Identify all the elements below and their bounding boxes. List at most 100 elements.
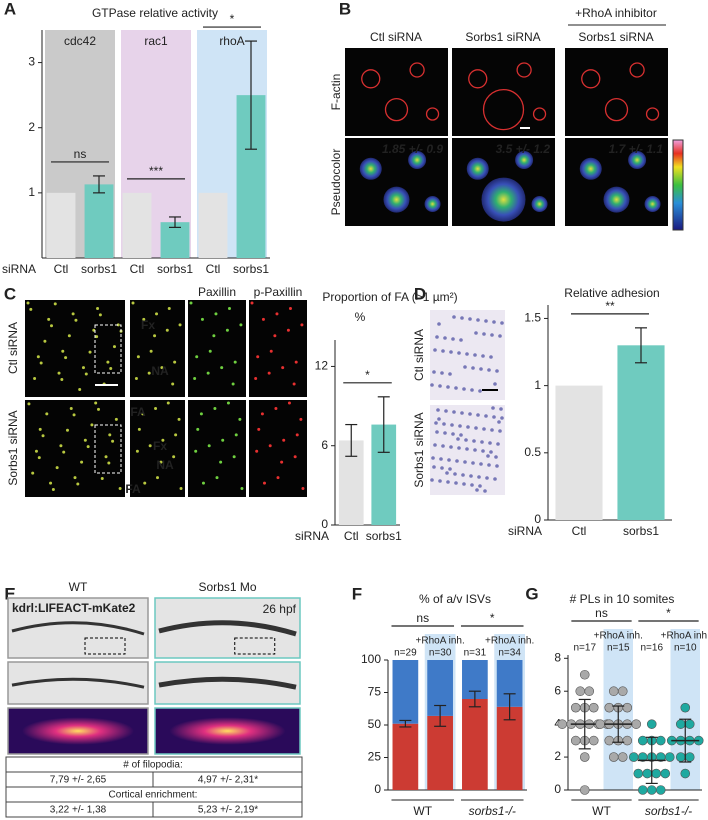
cell — [478, 389, 482, 393]
cell — [459, 338, 463, 342]
adhesion — [213, 406, 217, 410]
cell — [477, 475, 481, 479]
cell — [500, 416, 504, 420]
cell — [437, 417, 441, 421]
adhesion — [225, 328, 229, 332]
n-label: n=10 — [674, 643, 697, 654]
roi — [94, 324, 122, 374]
signal — [22, 717, 134, 745]
adhesion — [208, 349, 212, 353]
adhesion — [153, 334, 157, 338]
cell — [628, 151, 647, 169]
transgene: kdrl:LIFEACT-mKate2 — [12, 601, 136, 615]
cell — [453, 472, 457, 476]
cell — [475, 488, 479, 492]
cell — [436, 408, 440, 412]
n-label: n=30 — [429, 648, 452, 659]
cell — [479, 367, 483, 371]
y-tick-label: 6 — [321, 438, 328, 452]
adhesion — [53, 302, 57, 306]
adhesion — [155, 312, 159, 316]
cell — [478, 484, 482, 488]
group-label: WT — [592, 804, 611, 818]
cell — [495, 464, 499, 468]
cell — [464, 438, 468, 442]
data-point — [684, 719, 695, 729]
annotation: Fx — [141, 318, 155, 332]
vessel — [158, 620, 297, 637]
cell — [432, 465, 436, 469]
vessel — [158, 676, 297, 690]
x-tick-label: Ctl — [206, 262, 221, 276]
n-label: n=15 — [607, 643, 630, 654]
adhesion — [215, 476, 219, 480]
n-label: n=16 — [640, 643, 663, 654]
adhesion — [276, 476, 280, 480]
adhesion — [36, 355, 40, 359]
bar — [198, 192, 228, 258]
x-axis-label: siRNA — [508, 524, 542, 538]
data-point — [617, 752, 628, 762]
y-tick-label: 8 — [554, 650, 561, 664]
adhesion — [267, 371, 271, 375]
data-point — [628, 752, 639, 762]
adhesion — [43, 339, 47, 343]
adhesion — [76, 482, 80, 486]
cell — [452, 410, 456, 414]
micrograph — [130, 300, 185, 397]
data-point — [675, 752, 686, 762]
adhesion — [221, 438, 225, 442]
cell — [463, 365, 467, 369]
panel-letter: A — [4, 0, 16, 18]
cell — [462, 387, 466, 391]
adhesion — [167, 306, 171, 310]
significance: * — [365, 368, 370, 382]
adhesion — [74, 318, 78, 322]
bar — [617, 345, 665, 520]
adhesion — [41, 434, 45, 438]
cell — [492, 415, 496, 419]
adhesion — [214, 312, 218, 316]
cell — [462, 482, 466, 486]
vessel — [11, 621, 145, 636]
adhesion — [31, 471, 35, 475]
cell — [645, 107, 660, 121]
data-point — [631, 719, 642, 729]
adhesion — [83, 438, 87, 442]
adhesion — [238, 417, 242, 421]
cell — [457, 351, 461, 355]
adhesion — [90, 423, 94, 427]
adhesion — [111, 439, 115, 443]
cell — [433, 348, 437, 352]
significance: ** — [605, 299, 615, 313]
adhesion — [227, 306, 231, 310]
adhesion — [220, 366, 224, 370]
bar-segment — [427, 715, 453, 790]
n-label: n=34 — [498, 648, 521, 659]
x-tick-label: sorbs1 — [157, 262, 193, 276]
adhesion — [268, 444, 272, 448]
cell — [579, 157, 602, 180]
adhesion — [207, 444, 211, 448]
adhesion — [64, 356, 68, 360]
y-tick-label: 3 — [28, 55, 35, 69]
cell — [468, 412, 472, 416]
data-point — [595, 719, 606, 729]
adhesion — [282, 438, 286, 442]
cell — [482, 332, 486, 336]
adhesion — [143, 481, 147, 485]
data-point — [651, 768, 662, 779]
cell — [441, 349, 445, 353]
cell — [495, 369, 499, 373]
adhesion — [177, 417, 181, 421]
data-point — [633, 768, 644, 779]
adhesion — [81, 366, 85, 370]
adhesion — [293, 455, 297, 459]
adhesion — [288, 306, 292, 310]
cell — [469, 474, 473, 478]
cell — [445, 471, 449, 475]
adhesion — [280, 460, 284, 464]
adhesion — [179, 487, 183, 491]
adhesion — [80, 460, 84, 464]
adhesion — [286, 328, 290, 332]
